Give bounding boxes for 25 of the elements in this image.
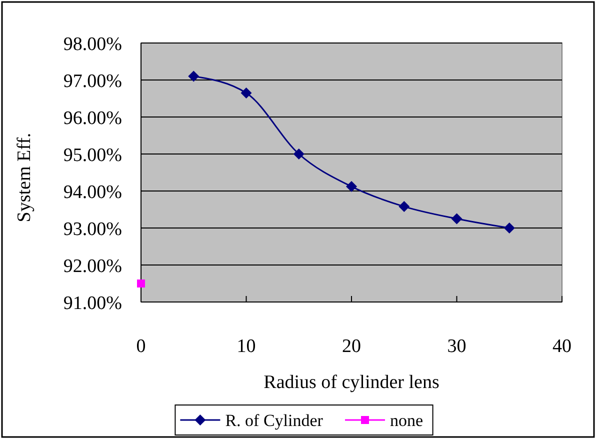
point: [398, 201, 410, 212]
x-tick-label: 0: [136, 336, 146, 357]
y-axis-title: System Eff.: [14, 132, 35, 222]
x-tick-label: 40: [552, 336, 572, 357]
x-tick-label: 10: [236, 336, 256, 357]
y-tick-label: 94.00%: [63, 182, 122, 203]
point: [346, 181, 357, 192]
y-tick-label: 97.00%: [63, 71, 122, 92]
y-tick-label: 93.00%: [63, 219, 122, 240]
point: [504, 222, 515, 234]
x-axis-title: Radius of cylinder lens: [264, 372, 440, 393]
point: [293, 148, 304, 160]
y-tick-label: 91.00%: [63, 293, 122, 314]
y-tick-label: 92.00%: [63, 256, 122, 277]
x-tick-label: 20: [342, 336, 361, 357]
y-tick-label: 95.00%: [63, 145, 122, 166]
legend-label: none: [390, 411, 424, 430]
point: [137, 280, 145, 288]
y-tick-label: 96.00%: [63, 108, 122, 129]
point: [240, 87, 252, 98]
point: [188, 70, 200, 82]
x-tick-label: 30: [447, 336, 466, 357]
point: [451, 213, 462, 224]
y-tick-label: 98.00%: [63, 34, 122, 55]
legend-label: R. of Cylinder: [225, 411, 324, 430]
